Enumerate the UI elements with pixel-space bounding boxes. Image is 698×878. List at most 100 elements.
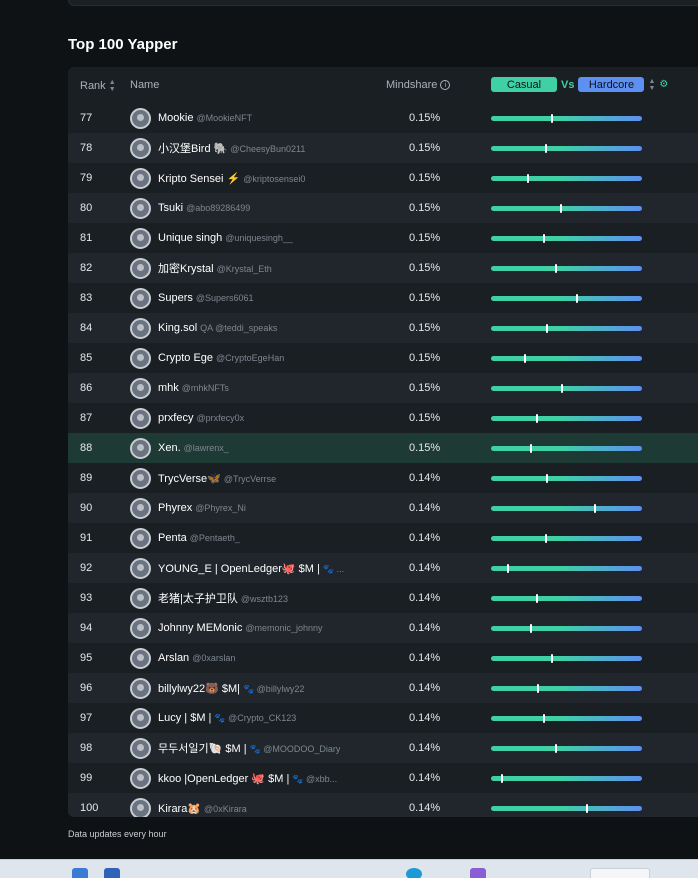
user-name[interactable]: 老猪|太子护卫队 @wsztb123 <box>158 590 288 606</box>
avatar[interactable] <box>130 287 151 309</box>
taskbar-app-icon[interactable] <box>104 868 120 878</box>
table-row[interactable]: 95 Arslan @0xarslan 0.14% <box>68 643 698 673</box>
avatar[interactable] <box>130 647 151 669</box>
bar-marker <box>555 744 558 753</box>
rank-value: 79 <box>80 172 93 184</box>
rank-header[interactable]: Rank ▲ ▼ <box>80 79 116 93</box>
user-name[interactable]: 加密Krystal @Krystal_Eth <box>158 260 272 276</box>
user-handle: 🐾 @MOODOO_Diary <box>249 744 341 754</box>
hardcore-button[interactable]: Hardcore <box>578 77 645 92</box>
avatar[interactable] <box>130 617 151 639</box>
gear-icon[interactable]: ⚙ <box>659 79 669 90</box>
avatar[interactable] <box>130 677 151 699</box>
avatar[interactable] <box>130 347 151 369</box>
table-row[interactable]: 87 prxfecy @prxfecy0x 0.15% <box>68 403 698 433</box>
avatar[interactable] <box>130 407 151 429</box>
user-name[interactable]: TrycVerse🦋 @TrycVerrse <box>158 472 276 485</box>
table-row[interactable]: 85 Crypto Ege @CryptoEgeHan 0.15% <box>68 343 698 373</box>
user-handle: @uniquesingh__ <box>225 233 293 243</box>
sort-icon[interactable]: ▲ ▼ <box>648 77 656 92</box>
table-row[interactable]: 86 mhk @mhkNFTs 0.15% <box>68 373 698 403</box>
user-name[interactable]: Lucy | $M | 🐾 @Crypto_CK123 <box>158 712 296 724</box>
taskbar-app-icon[interactable] <box>406 868 422 878</box>
casual-button[interactable]: Casual <box>491 77 557 92</box>
table-body: 77 Mookie @MookieNFT 0.15% 78 小汉堡Bird 🐘 @Chees… <box>68 103 698 817</box>
avatar[interactable] <box>130 557 151 579</box>
avatar[interactable] <box>130 797 151 817</box>
avatar[interactable] <box>130 257 151 279</box>
user-name[interactable]: prxfecy @prxfecy0x <box>158 412 244 424</box>
user-name[interactable]: billylwy22🐻 $M| 🐾 @billylwy22 <box>158 682 304 695</box>
table-row[interactable]: 98 무두서일기🐚 $M | 🐾 @MOODOO_Diary 0.14% <box>68 733 698 763</box>
avatar[interactable] <box>130 737 151 759</box>
table-row[interactable]: 79 Kripto Sensei ⚡ @kriptosensei0 0.15% <box>68 163 698 193</box>
display-name: billylwy22🐻 $M| <box>158 682 240 695</box>
user-name[interactable]: Kirara🐹 @0xKirara <box>158 802 247 815</box>
avatar[interactable] <box>130 437 151 459</box>
avatar[interactable] <box>130 197 151 219</box>
avatar[interactable] <box>130 707 151 729</box>
mindshare-value: 0.15% <box>409 412 441 424</box>
table-row[interactable]: 93 老猪|太子护卫队 @wsztb123 0.14% <box>68 583 698 613</box>
table-row[interactable]: 84 King.sol QA @teddi_speaks 0.15% <box>68 313 698 343</box>
table-row[interactable]: 100 Kirara🐹 @0xKirara 0.14% <box>68 793 698 817</box>
bar-marker <box>546 324 549 333</box>
table-row[interactable]: 92 YOUNG_E | OpenLedger🐙 $M | 🐾 ... 0.14% <box>68 553 698 583</box>
table-row[interactable]: 99 kkoo |OpenLedger 🐙 $M | 🐾 @xbb... 0.14% <box>68 763 698 793</box>
user-name[interactable]: 무두서일기🐚 $M | 🐾 @MOODOO_Diary <box>158 740 340 756</box>
user-name[interactable]: Unique singh @uniquesingh__ <box>158 232 293 244</box>
avatar[interactable] <box>130 377 151 399</box>
mindshare-value: 0.15% <box>409 232 441 244</box>
table-row[interactable]: 88 Xen. @lawrenx_ 0.15% <box>68 433 698 463</box>
mindshare-value: 0.15% <box>409 142 441 154</box>
user-name[interactable]: King.sol QA @teddi_speaks <box>158 322 277 334</box>
user-name[interactable]: kkoo |OpenLedger 🐙 $M | 🐾 @xbb... <box>158 772 337 785</box>
table-row[interactable]: 94 Johnny MEMonic @memonic_johnny 0.14% <box>68 613 698 643</box>
user-name[interactable]: 小汉堡Bird 🐘 @CheesyBun0211 <box>158 140 305 156</box>
table-row[interactable]: 83 Supers @Supers6061 0.15% <box>68 283 698 313</box>
user-name[interactable]: Supers @Supers6061 <box>158 292 254 304</box>
user-name[interactable]: Johnny MEMonic @memonic_johnny <box>158 622 323 634</box>
avatar[interactable] <box>130 467 151 489</box>
avatar[interactable] <box>130 167 151 189</box>
table-row[interactable]: 91 Penta @Pentaeth_ 0.14% <box>68 523 698 553</box>
avatar[interactable] <box>130 137 151 159</box>
table-row[interactable]: 96 billylwy22🐻 $M| 🐾 @billylwy22 0.14% <box>68 673 698 703</box>
mindshare-header[interactable]: Mindshare i <box>386 79 451 91</box>
avatar[interactable] <box>130 107 151 129</box>
display-name: Lucy | $M | <box>158 712 212 724</box>
user-name[interactable]: Arslan @0xarslan <box>158 652 235 664</box>
table-row[interactable]: 97 Lucy | $M | 🐾 @Crypto_CK123 0.14% <box>68 703 698 733</box>
user-name[interactable]: Kripto Sensei ⚡ @kriptosensei0 <box>158 172 305 185</box>
avatar[interactable] <box>130 767 151 789</box>
rank-value: 82 <box>80 262 93 274</box>
table-row[interactable]: 81 Unique singh @uniquesingh__ 0.15% <box>68 223 698 253</box>
table-row[interactable]: 80 Tsuki @abo89286499 0.15% <box>68 193 698 223</box>
avatar[interactable] <box>130 227 151 249</box>
user-name[interactable]: Tsuki @abo89286499 <box>158 202 250 214</box>
table-row[interactable]: 89 TrycVerse🦋 @TrycVerrse 0.14% <box>68 463 698 493</box>
user-name[interactable]: Crypto Ege @CryptoEgeHan <box>158 352 284 364</box>
user-name[interactable]: YOUNG_E | OpenLedger🐙 $M | 🐾 ... <box>158 562 344 575</box>
rank-value: 83 <box>80 292 93 304</box>
taskbar-app-icon[interactable] <box>590 868 650 878</box>
avatar[interactable] <box>130 497 151 519</box>
rank-value: 77 <box>80 112 93 124</box>
table-row[interactable]: 82 加密Krystal @Krystal_Eth 0.15% <box>68 253 698 283</box>
info-icon[interactable]: i <box>440 80 451 90</box>
user-name[interactable]: mhk @mhkNFTs <box>158 382 229 394</box>
avatar[interactable] <box>130 587 151 609</box>
avatar[interactable] <box>130 317 151 339</box>
user-name[interactable]: Mookie @MookieNFT <box>158 112 252 124</box>
taskbar-app-icon[interactable] <box>470 868 486 878</box>
user-name[interactable]: Penta @Pentaeth_ <box>158 532 240 544</box>
avatar[interactable] <box>130 527 151 549</box>
table-row[interactable]: 77 Mookie @MookieNFT 0.15% <box>68 103 698 133</box>
user-name[interactable]: Phyrex @Phyrex_Ni <box>158 502 246 514</box>
user-name[interactable]: Xen. @lawrenx_ <box>158 442 229 454</box>
display-name: 加密Krystal <box>158 263 214 275</box>
table-row[interactable]: 78 小汉堡Bird 🐘 @CheesyBun0211 0.15% <box>68 133 698 163</box>
taskbar-app-icon[interactable] <box>72 868 88 878</box>
table-row[interactable]: 90 Phyrex @Phyrex_Ni 0.14% <box>68 493 698 523</box>
casual-hardcore-bar <box>491 444 642 453</box>
